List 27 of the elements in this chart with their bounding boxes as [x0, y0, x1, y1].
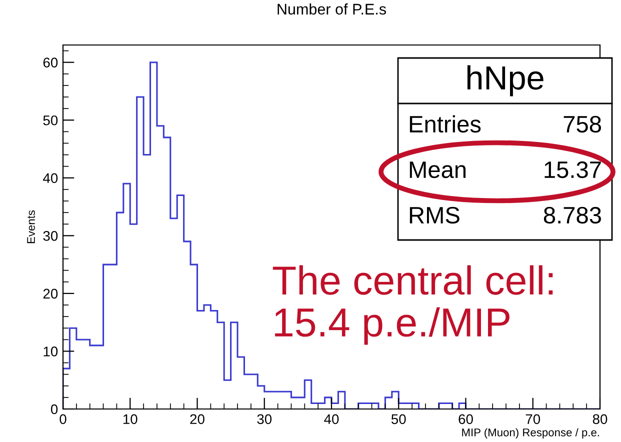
x-tick-label: 0	[60, 414, 66, 424]
x-tick-label: 50	[391, 414, 406, 424]
x-tick-label: 60	[458, 414, 473, 424]
x-tick-label: 10	[123, 414, 138, 424]
annotation: 758	[564, 116, 601, 133]
x-tick-label: 70	[526, 414, 540, 424]
annotation: Entries	[410, 115, 481, 133]
y-tick-label: 10	[44, 346, 58, 356]
annotation: 15.37	[544, 161, 601, 178]
annotation: RMS	[410, 206, 460, 224]
x-tick-label: 80	[592, 414, 608, 424]
annotation: hNpe	[467, 65, 544, 96]
x-axis-title: MIP (Muon) Response / p.e.	[462, 428, 599, 439]
annotation: The central cell: 15.4 p.e./MIP	[272, 265, 553, 345]
annotation: 8.783	[544, 206, 601, 224]
x-tick-label: 20	[190, 414, 204, 424]
y-tick-label: 40	[43, 173, 58, 184]
y-axis-title: Events	[27, 210, 35, 244]
y-tick-label: 50	[43, 115, 58, 126]
y-tick-label: 20	[43, 288, 58, 299]
annotation: Mean	[410, 162, 466, 178]
y-tick-label: 0	[50, 404, 58, 414]
x-tick-label: 30	[257, 414, 272, 424]
y-tick-label: 30	[43, 231, 58, 241]
y-tick-label: 60	[43, 58, 58, 68]
x-tick-label: 40	[324, 414, 339, 424]
chart-title: Number of P.E.s	[278, 3, 386, 15]
